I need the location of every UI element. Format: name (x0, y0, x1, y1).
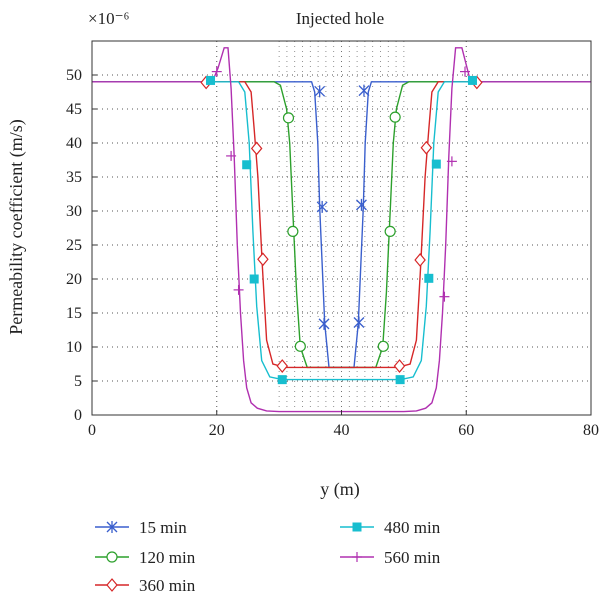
legend-marker (352, 552, 362, 562)
series-marker-4 (439, 291, 450, 302)
y-tick-label: 5 (74, 373, 82, 390)
grid (92, 41, 591, 415)
series-marker-1 (287, 225, 299, 237)
legend-marker (106, 551, 118, 563)
x-tick-label: 20 (209, 422, 225, 439)
series-marker-3 (249, 274, 259, 284)
y-tick-label: 45 (66, 101, 82, 118)
legend-item: 560 min (340, 548, 441, 567)
series-marker-0 (318, 317, 330, 330)
legend-label: 560 min (384, 548, 441, 567)
series-marker-4 (226, 150, 237, 161)
series-marker-2 (420, 140, 433, 155)
series-marker-3 (277, 375, 287, 385)
y-axis-label: Permeability coefficient (m/s) (6, 119, 27, 335)
series-marker-3 (206, 75, 216, 85)
x-tick-label: 60 (458, 422, 474, 439)
y-tick-label: 20 (66, 271, 82, 288)
x-axis-label: y (m) (320, 479, 360, 500)
y-tick-label: 25 (66, 237, 82, 254)
y-tick-label: 50 (66, 67, 82, 84)
y-tick-label: 40 (66, 135, 82, 152)
y-scale-label: ×10⁻⁶ (88, 9, 130, 28)
series-marker-3 (431, 159, 441, 169)
series-marker-1 (384, 225, 396, 237)
series-marker-3 (242, 160, 252, 170)
series-marker-3 (467, 75, 477, 85)
y-tick-label: 30 (66, 203, 82, 220)
series-marker-4 (446, 156, 457, 167)
legend-label: 360 min (139, 576, 196, 595)
series-marker-1 (282, 112, 295, 124)
legend-label: 480 min (384, 518, 441, 537)
series-marker-2 (393, 359, 406, 373)
legend-item: 360 min (95, 576, 196, 595)
plot-frame (91, 40, 592, 416)
series-line-4 (92, 47, 591, 413)
series-marker-3 (424, 273, 434, 283)
series-line-3 (92, 81, 591, 381)
series-marker-1 (389, 111, 401, 123)
series-marker-2 (414, 253, 426, 267)
legend-marker (352, 522, 362, 532)
series-marker-4 (211, 66, 222, 77)
legend: 15 min 120 min 360 min 480 min 560 min (95, 518, 441, 595)
series-marker-2 (257, 252, 269, 267)
series-marker-4 (460, 66, 471, 77)
series-marker-2 (250, 141, 263, 156)
legend-label: 15 min (139, 518, 187, 537)
legend-marker (106, 521, 118, 533)
y-tick-label: 0 (74, 407, 82, 424)
x-tick-label: 0 (88, 422, 96, 439)
y-tick-label: 15 (66, 305, 82, 322)
legend-marker (106, 578, 118, 592)
legend-item: 480 min (340, 518, 441, 537)
series-markers (200, 66, 483, 385)
legend-item: 15 min (95, 518, 187, 537)
axis-ticks: 0 20 40 60 80 0 5 10 15 20 25 30 35 40 45 50 (66, 67, 599, 439)
series-line-2 (92, 81, 591, 369)
series-marker-3 (395, 375, 405, 385)
series-lines (92, 47, 591, 413)
series-marker-2 (276, 359, 289, 373)
y-tick-label: 35 (66, 169, 82, 186)
series-marker-0 (314, 85, 326, 98)
series-marker-1 (377, 340, 389, 352)
legend-item: 120 min (95, 548, 196, 567)
series-marker-0 (316, 200, 328, 213)
series-line-0 (92, 81, 591, 369)
x-tick-label: 40 (334, 422, 350, 439)
series-marker-0 (356, 198, 367, 211)
series-marker-1 (294, 340, 306, 352)
series-marker-0 (358, 84, 370, 97)
x-tick-label: 80 (583, 422, 599, 439)
y-tick-label: 10 (66, 339, 82, 356)
series-marker-0 (353, 316, 365, 329)
chart-title: Injected hole (296, 9, 384, 28)
series-line-1 (92, 81, 591, 369)
legend-label: 120 min (139, 548, 196, 567)
series-marker-4 (233, 284, 244, 295)
